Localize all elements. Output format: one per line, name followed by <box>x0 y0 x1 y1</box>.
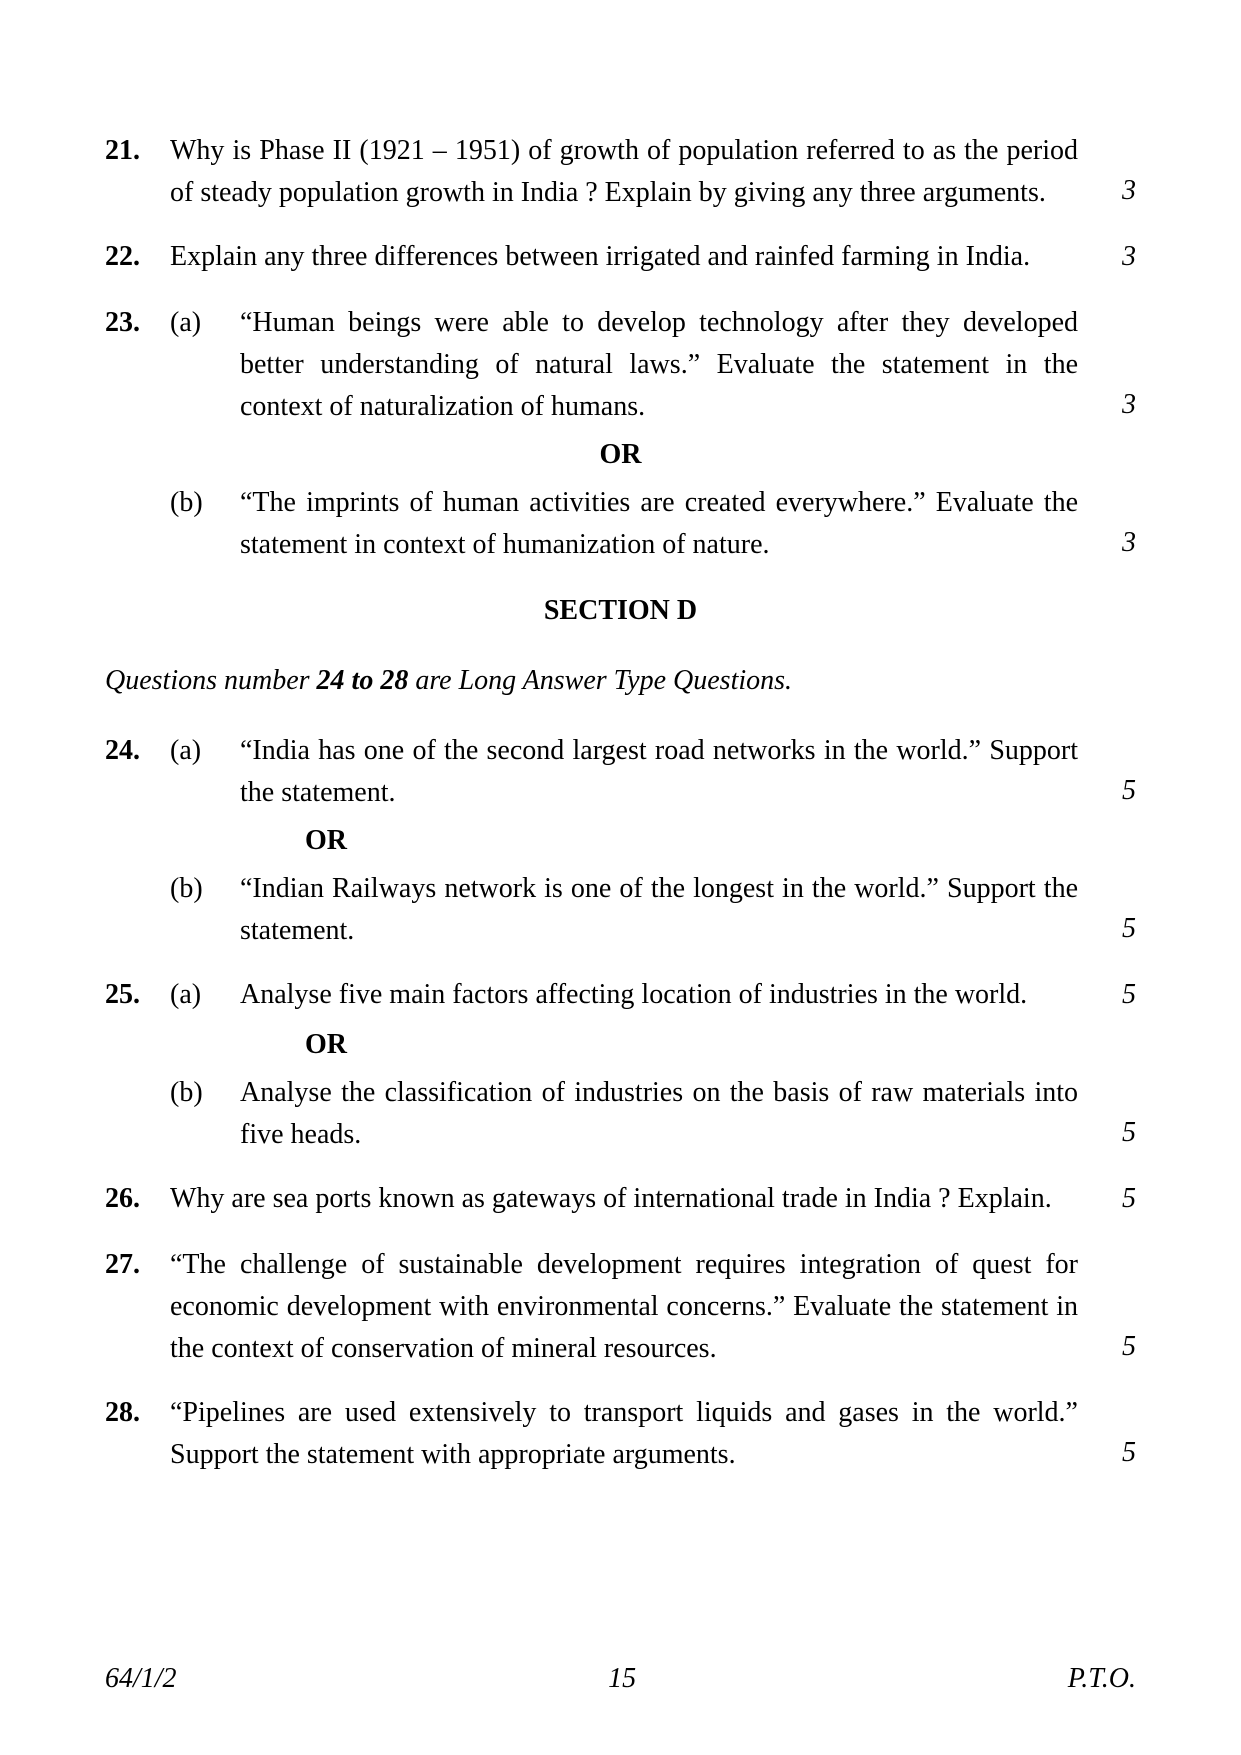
question-text: “Human beings were able to develop techn… <box>240 302 1096 428</box>
question-text: Analyse the classification of industries… <box>240 1072 1096 1156</box>
instruction-prefix: Questions number <box>105 665 317 696</box>
or-separator: OR <box>105 1024 1136 1066</box>
section-instruction: Questions number 24 to 28 are Long Answe… <box>105 660 1136 702</box>
question-24a: 24. (a) “India has one of the second lar… <box>105 730 1136 814</box>
question-25b: (b) Analyse the classification of indust… <box>105 1072 1136 1156</box>
question-text: “India has one of the second largest roa… <box>240 730 1096 814</box>
question-26: 26. Why are sea ports known as gateways … <box>105 1178 1136 1222</box>
question-number: 22. <box>105 236 170 278</box>
question-marks: 5 <box>1096 1112 1136 1156</box>
question-marks: 3 <box>1096 236 1136 280</box>
question-number: 25. <box>105 974 170 1016</box>
question-27: 27. “The challenge of sustainable develo… <box>105 1244 1136 1370</box>
instruction-range: 24 to 28 <box>317 665 409 696</box>
footer-left: 64/1/2 <box>105 1658 177 1700</box>
or-separator: OR <box>105 434 1136 476</box>
question-number: 28. <box>105 1392 170 1434</box>
question-number: 24. <box>105 730 170 772</box>
question-number: 26. <box>105 1178 170 1220</box>
question-23b: (b) “The imprints of human activities ar… <box>105 482 1136 566</box>
or-separator: OR <box>105 820 1136 862</box>
page-footer: 64/1/2 15 P.T.O. <box>105 1658 1136 1700</box>
question-text: “The imprints of human activities are cr… <box>240 482 1096 566</box>
question-text: Why is Phase II (1921 – 1951) of growth … <box>170 130 1096 214</box>
part-label: (a) <box>170 974 240 1016</box>
part-label: (a) <box>170 730 240 772</box>
question-text: “Pipelines are used extensively to trans… <box>170 1392 1096 1476</box>
section-heading: SECTION D <box>105 590 1136 632</box>
question-marks: 5 <box>1096 908 1136 952</box>
question-25a: 25. (a) Analyse five main factors affect… <box>105 974 1136 1018</box>
footer-pto: P.T.O. <box>1068 1658 1136 1700</box>
question-text: Explain any three differences between ir… <box>170 236 1096 278</box>
question-number: 21. <box>105 130 170 172</box>
question-marks: 5 <box>1096 1178 1136 1222</box>
instruction-suffix: are Long Answer Type Questions. <box>408 665 792 696</box>
question-text: “The challenge of sustainable developmen… <box>170 1244 1096 1370</box>
question-marks: 5 <box>1096 974 1136 1018</box>
question-24b: (b) “Indian Railways network is one of t… <box>105 868 1136 952</box>
question-marks: 3 <box>1096 384 1136 428</box>
question-text: Analyse five main factors affecting loca… <box>240 974 1096 1016</box>
question-number: 27. <box>105 1244 170 1286</box>
part-label: (a) <box>170 302 240 344</box>
question-marks: 5 <box>1096 1326 1136 1370</box>
question-21: 21. Why is Phase II (1921 – 1951) of gro… <box>105 130 1136 214</box>
question-number: 23. <box>105 302 170 344</box>
question-text: “Indian Railways network is one of the l… <box>240 868 1096 952</box>
question-23a: 23. (a) “Human beings were able to devel… <box>105 302 1136 428</box>
part-label: (b) <box>170 1072 240 1114</box>
question-22: 22. Explain any three differences betwee… <box>105 236 1136 280</box>
question-text: Why are sea ports known as gateways of i… <box>170 1178 1096 1220</box>
part-label: (b) <box>170 868 240 910</box>
question-marks: 3 <box>1096 170 1136 214</box>
question-28: 28. “Pipelines are used extensively to t… <box>105 1392 1136 1476</box>
question-marks: 5 <box>1096 770 1136 814</box>
question-marks: 3 <box>1096 522 1136 566</box>
footer-page-number: 15 <box>608 1658 636 1700</box>
part-label: (b) <box>170 482 240 524</box>
question-marks: 5 <box>1096 1432 1136 1476</box>
